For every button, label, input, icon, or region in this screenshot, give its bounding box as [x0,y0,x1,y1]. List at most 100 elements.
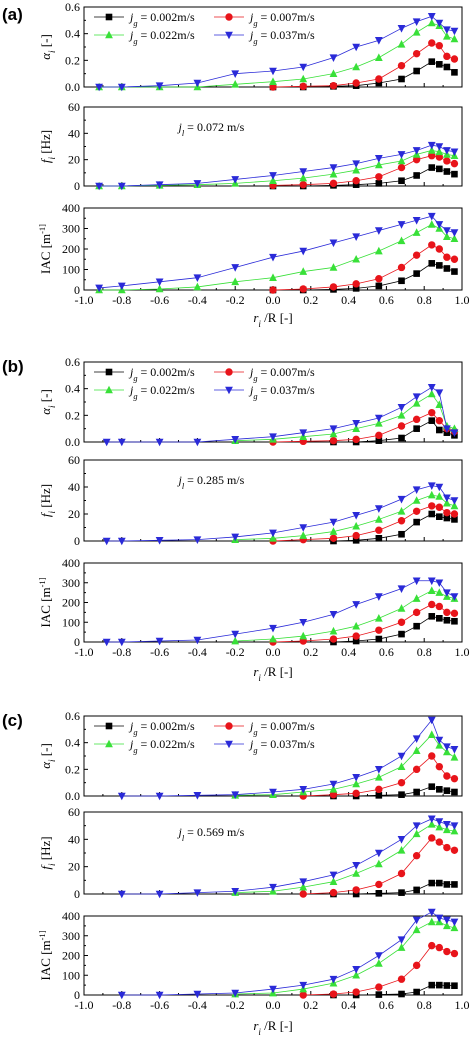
data-point [193,536,202,544]
legend-marker [225,13,233,21]
data-point [193,889,202,897]
series-3 [231,917,459,998]
data-point [269,253,277,262]
y-tick-label: 300 [62,222,80,236]
data-point [352,233,361,241]
x-tick-label: 1.0 [455,293,470,307]
data-point [352,512,361,520]
series-1 [330,879,458,898]
data-point [231,791,240,799]
data-point [428,752,436,760]
y-axis-label: αi [-] [38,389,57,415]
x-tick-label: -0.4 [188,998,207,1012]
data-point [443,63,451,71]
series-line [273,262,455,291]
x-tick-label: 0.8 [417,998,432,1012]
y-tick-label: 40 [68,126,80,140]
panel-b-freq: 0 20 40 60 fi [Hz] jl = 0.285 m/s [38,453,463,548]
data-point [117,890,126,899]
data-point [329,790,338,799]
data-point [352,886,360,894]
data-point [299,531,308,539]
data-point [375,173,383,181]
data-point [231,264,240,272]
legend-marker [105,385,113,394]
data-point [269,534,277,542]
data-point [155,438,164,447]
data-point [352,160,361,168]
data-point [451,170,458,178]
data-point [352,420,361,428]
data-point [398,630,405,638]
data-point [427,490,436,499]
series-line [273,61,455,88]
data-point [442,26,451,34]
y-tick-label: 0.2 [65,408,80,422]
data-point [412,415,421,424]
data-point [193,79,202,88]
series-line [303,755,455,797]
data-point [352,181,360,188]
legend-item: jg = 0.007m/s [214,10,315,28]
data-point [374,53,383,61]
data-point [427,212,436,221]
series-line [99,150,455,187]
y-tick-label: 0.2 [65,53,80,67]
data-point [442,232,451,240]
data-point [193,990,202,999]
data-point [443,514,451,522]
data-point [413,270,420,277]
data-point [374,515,383,523]
legend-item: jg = 0.002m/s [94,365,195,383]
data-point [427,384,436,392]
data-point [299,524,308,532]
y-tick-label: 20 [68,860,80,874]
data-point [442,425,451,433]
panel-a-freq: 0 20 40 60 fi [Hz] jl = 0.072 m/s [38,100,463,193]
data-point [397,263,406,272]
data-point [427,146,436,154]
data-point [412,829,421,838]
y-tick-label: 0.6 [65,709,80,723]
data-point [374,37,383,45]
data-point [329,179,338,188]
data-point [450,609,459,618]
series-2 [269,39,459,91]
data-point [450,918,459,927]
plot-frame [83,459,463,542]
series-4 [102,577,459,647]
data-point [375,180,383,187]
data-point [269,77,277,85]
data-point [374,246,383,255]
data-point [428,152,436,160]
legend: jg = 0.002m/s jg = 0.007m/s jg = 0.022m/s j… [94,719,315,755]
y-tick-label: 0 [74,179,80,193]
data-point [231,989,240,998]
x-tick-label: 0.0 [266,998,281,1012]
data-point [374,614,383,622]
y-tick-label: 200 [62,949,80,963]
legend-item: jg = 0.037m/s [214,28,315,46]
y-tick-label: 0.0 [65,435,80,449]
data-point [374,849,383,858]
data-point [442,147,451,155]
data-point [451,268,458,275]
legend-label: jg = 0.022m/s [128,383,195,401]
data-point [435,221,444,229]
x-tick-label: 0.8 [417,293,432,307]
data-point [412,18,421,26]
data-point [269,634,277,643]
series-2 [299,752,459,800]
x-tick-label: 0.6 [379,645,394,659]
data-point [397,411,406,419]
data-point [397,221,406,229]
data-point [352,970,361,979]
data-point [435,416,444,425]
data-point [451,69,458,76]
data-point [299,890,307,898]
data-point [435,943,444,952]
y-axis-label: IAC [m-1] [37,577,53,627]
data-point [375,991,383,998]
data-point [451,617,458,625]
data-point [352,637,360,645]
